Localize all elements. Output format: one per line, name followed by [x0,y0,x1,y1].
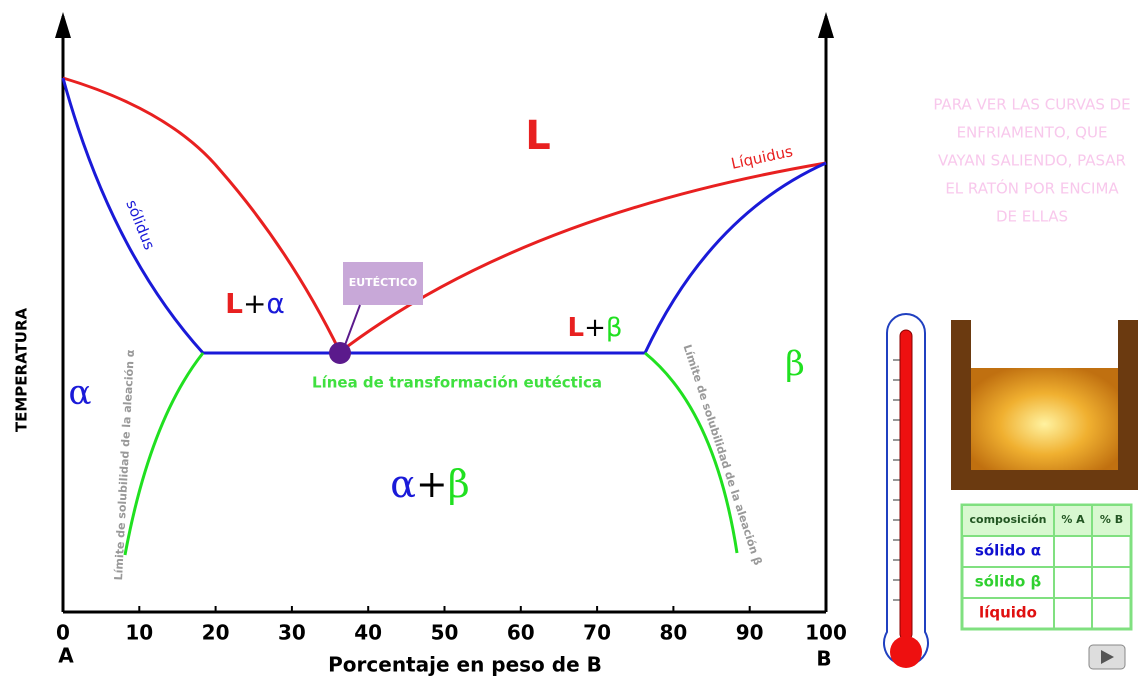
thermometer [883,313,929,668]
region-part: α [390,462,416,506]
table-header: composición [970,513,1047,526]
region-label: α+β [390,462,469,506]
x-tick-label: 70 [583,621,611,645]
instruction-line: VAYAN SALIENDO, PASAR [938,152,1126,170]
eutectic-pointer [344,304,361,346]
x-tick-label: 30 [278,621,306,645]
instruction-line: EL RATÓN POR ENCIMA [945,179,1119,198]
play-button[interactable] [1088,644,1126,670]
axes [55,12,834,614]
x-tick-label: 50 [431,621,459,645]
x-tick-label: 100 [805,621,847,645]
table-row-label: sólido β [975,573,1042,591]
y-axis-label: TEMPERATURA [13,308,31,433]
region-part: + [416,462,448,506]
region-label: L [525,113,551,159]
instructions: PARA VER LAS CURVAS DE ENFRIAMENTO, QUE VA… [933,96,1130,226]
furnace [951,320,1138,490]
region-label: L+α [225,287,285,320]
region-part: L [568,313,585,343]
end-label: B [816,647,831,671]
region-label: β [785,344,805,384]
table-header: % B [1100,513,1123,526]
table-row-label: sólido α [975,542,1041,560]
x-ticks: 0 10 20 30 40 50 60 70 80 90 100 [56,606,847,645]
x-tick-label: 60 [507,621,535,645]
instruction-line: DE ELLAS [996,208,1068,226]
instruction-line: PARA VER LAS CURVAS DE [933,96,1130,114]
x-tick-label: 10 [125,621,153,645]
region-part: β [606,313,623,343]
x-tick-label: 0 [56,621,70,645]
x-axis-label: Porcentaje en peso de B [328,653,602,677]
region-part: + [243,287,266,320]
table-row-label: líquido [979,604,1037,622]
eutectic-box [343,262,423,305]
eutectic-label: EUTÉCTICO [349,276,418,289]
x-tick-label: 20 [202,621,230,645]
curve-label: Líquidus [729,142,794,173]
x-tick-label: 90 [736,621,764,645]
region-part: β [448,462,470,506]
region-label: α [69,373,92,413]
region-part: α [266,287,284,320]
instruction-line: ENFRIAMENTO, QUE [957,124,1108,142]
line-label: Línea de transformación eutéctica [312,374,602,392]
table-header: % A [1061,513,1085,526]
x-tick-label: 80 [659,621,687,645]
curve-label: Límite de solubilidad de la aleación α [112,349,137,581]
region-part: + [584,313,606,343]
end-label: A [58,644,74,668]
region-label: L+β [568,313,623,343]
curves [61,76,827,556]
eutectic-point[interactable] [329,342,351,364]
curve-label: Límite de solubilidad de la aleación β [681,343,765,567]
table-header-bg [962,505,1131,536]
x-tick-label: 40 [354,621,382,645]
region-part: L [225,287,243,320]
composition-table: composición % A % B sólido α sólido β líquido [960,503,1133,631]
